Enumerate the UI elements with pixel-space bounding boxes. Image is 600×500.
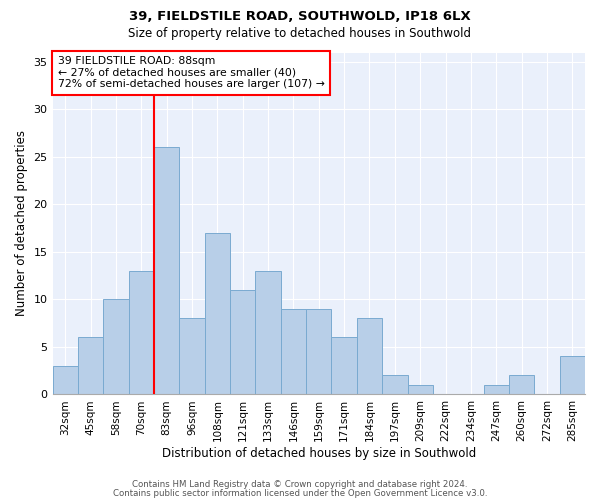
X-axis label: Distribution of detached houses by size in Southwold: Distribution of detached houses by size … xyxy=(161,447,476,460)
Bar xyxy=(331,338,357,394)
Bar xyxy=(256,271,281,394)
Bar xyxy=(179,318,205,394)
Bar xyxy=(484,385,509,394)
Bar xyxy=(103,300,128,394)
Bar xyxy=(382,376,407,394)
Y-axis label: Number of detached properties: Number of detached properties xyxy=(15,130,28,316)
Bar xyxy=(509,376,534,394)
Bar xyxy=(78,338,103,394)
Bar xyxy=(560,356,585,395)
Bar xyxy=(128,271,154,394)
Text: Contains public sector information licensed under the Open Government Licence v3: Contains public sector information licen… xyxy=(113,488,487,498)
Bar xyxy=(205,233,230,394)
Bar xyxy=(357,318,382,394)
Bar xyxy=(230,290,256,395)
Bar xyxy=(407,385,433,394)
Text: 39, FIELDSTILE ROAD, SOUTHWOLD, IP18 6LX: 39, FIELDSTILE ROAD, SOUTHWOLD, IP18 6LX xyxy=(129,10,471,23)
Text: 39 FIELDSTILE ROAD: 88sqm
← 27% of detached houses are smaller (40)
72% of semi-: 39 FIELDSTILE ROAD: 88sqm ← 27% of detac… xyxy=(58,56,325,89)
Bar xyxy=(306,309,331,394)
Bar xyxy=(154,148,179,394)
Text: Contains HM Land Registry data © Crown copyright and database right 2024.: Contains HM Land Registry data © Crown c… xyxy=(132,480,468,489)
Bar xyxy=(53,366,78,394)
Bar xyxy=(281,309,306,394)
Text: Size of property relative to detached houses in Southwold: Size of property relative to detached ho… xyxy=(128,28,472,40)
